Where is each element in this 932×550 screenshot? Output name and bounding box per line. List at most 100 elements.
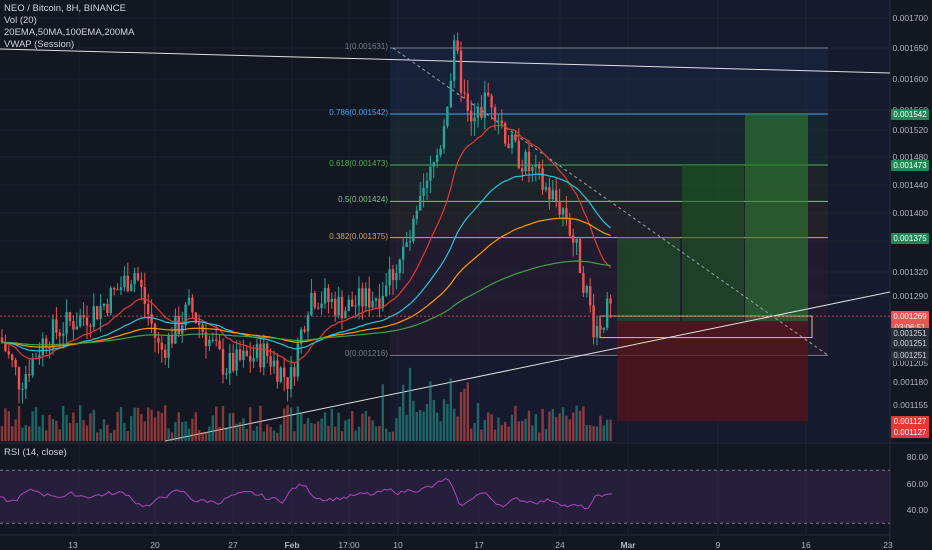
candle-body [344,310,347,319]
volume-bar [17,405,21,441]
candle-body [232,352,235,371]
volume-bar [517,421,520,441]
candle-body [470,110,473,122]
candle-body [575,238,578,243]
volume-bar [194,412,197,441]
candle-body [164,349,167,358]
volume-bar [609,419,612,441]
candle-body [398,259,401,273]
candle-body [439,148,442,155]
volume-bar [504,421,507,441]
volume-bar [62,405,65,441]
volume-bar [109,432,112,441]
volume-bar [459,392,463,441]
fib-level-label: 1(0.001631) [344,42,388,52]
volume-bar [184,421,187,441]
volume-bar [167,428,170,441]
fib-level-label: 0.618(0.001473) [329,159,388,169]
candle-body [109,287,112,314]
volume-bar [99,428,102,441]
candle-body [405,242,408,247]
volume-bar [208,426,211,441]
volume-bar [55,420,58,441]
volume-bar [364,410,367,441]
rsi-tick-label: 80.00 [906,452,928,462]
volume-bar [211,415,214,441]
volume-bar [283,408,286,441]
candle-body [208,339,211,347]
vwap-label[interactable]: VWAP (Session) [4,39,75,50]
volume-bar [204,432,208,441]
volume-bar [487,412,490,441]
candle-body [17,367,21,390]
volume-bar [381,384,384,441]
candle-body [170,334,174,344]
price-tick-label: 0.001180 [893,377,928,387]
candle-body [153,323,157,338]
candle-body [116,289,119,291]
moving-averages-label[interactable]: 20EMA,50MA,100EMA,200MA [4,27,135,38]
candle-body [143,286,146,305]
volume-bar [249,407,252,441]
volume-bar [575,405,578,441]
volume-indicator-label[interactable]: Vol (20) [4,15,37,26]
volume-bar [476,402,480,441]
candle-body [187,297,191,305]
symbol-title[interactable]: NEO / Bitcoin, 8H, BINANCE [4,3,126,14]
candle-body [68,312,72,322]
volume-bar [198,430,201,441]
candle-body [225,373,228,375]
fib-level-label: 0.786(0.001542) [329,107,388,117]
volume-bar [425,403,429,441]
candle-body [306,315,310,332]
candle-body [490,95,493,108]
volume-bar [490,414,493,441]
candle-body [480,106,483,118]
rsi-label[interactable]: RSI (14, close) [4,447,67,458]
price-tag: 0.001127 [891,427,929,439]
volume-bar [442,399,446,441]
position-stop-zone [617,321,808,422]
volume-bar [303,423,306,441]
candle-body [351,299,354,307]
volume-bar [65,415,68,441]
price-tag: 0.001251 [891,328,929,339]
volume-bar [300,413,303,441]
candle-body [327,287,330,302]
volume-bar [412,400,415,441]
volume-bar [51,419,55,441]
price-tick-label: 0.001290 [892,291,928,301]
candle-body [541,168,544,190]
volume-bar [232,413,235,441]
price-tag: 0.001127 [891,416,929,428]
volume-bar [368,416,371,441]
support-trendline [164,291,891,442]
candle-body [150,314,153,324]
volume-bar [436,412,439,441]
fib-band [390,48,828,114]
candle-body [402,246,405,260]
volume-bar [75,422,78,441]
volume-bar [551,409,554,441]
candle-body [194,312,197,323]
candle-body [323,287,327,304]
candle-body [568,219,571,236]
candle-body [293,367,296,377]
candle-body [283,367,286,378]
volume-bar [327,425,330,441]
fib-level-label: 0(0.001216) [344,349,388,359]
volume-bar [14,419,17,441]
volume-bar [130,416,133,441]
time-tick-label: Mar [620,540,636,550]
volume-bar [432,400,435,441]
position-target-zone-2 [682,165,744,322]
candle-body [507,143,510,149]
volume-bar [41,414,44,441]
candle-body [408,241,412,243]
candle-body [24,374,27,389]
volume-bar [473,422,476,441]
chart-legend: NEO / Bitcoin, 8H, BINANCE Vol (20) 20EM… [4,3,134,51]
candle-body [235,349,238,371]
candle-body [589,286,592,306]
